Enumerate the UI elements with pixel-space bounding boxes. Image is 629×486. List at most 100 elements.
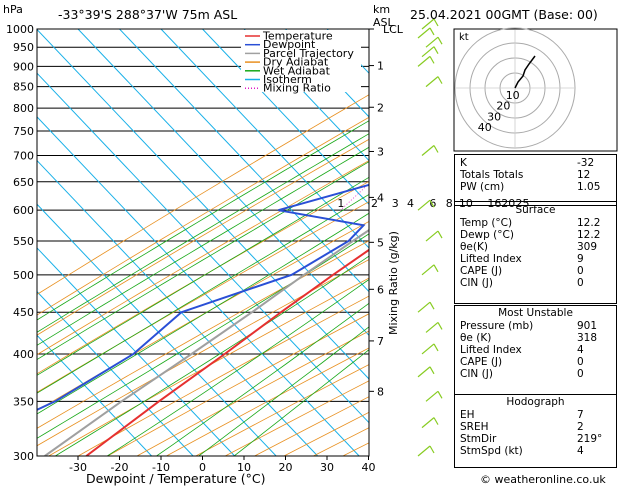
km-tick-label: 2: [377, 101, 384, 114]
legend-entry: Mixing Ratio: [263, 82, 331, 95]
temperature-line: [85, 248, 369, 456]
dry-adiabat: [37, 116, 369, 316]
stat-row: CAPE (J) 0: [455, 265, 616, 277]
pressure-tick-label: 750: [13, 125, 34, 138]
copyright: © weatheronline.co.uk: [480, 473, 606, 486]
pressure-tick-label: 400: [13, 348, 34, 361]
stat-row: StmSpd (kt) 4: [455, 445, 616, 457]
dry-adiabat: [37, 180, 369, 375]
hodograph-ring-label: 10: [506, 89, 520, 102]
wind-barb-flag: [437, 36, 443, 45]
km-tick-label: 6: [377, 283, 384, 296]
wet-adiabat: [37, 146, 369, 346]
legend-background: [241, 30, 361, 92]
wet-adiabat: [55, 255, 369, 456]
stat-value: 12.2: [577, 217, 601, 229]
stat-row: PW (cm) 1.05: [455, 181, 616, 193]
legend-entry: Dewpoint: [263, 38, 316, 51]
stat-value: 4: [577, 445, 584, 457]
pressure-tick-label: 800: [13, 102, 34, 115]
mixing-ratio-label: 3: [392, 197, 399, 210]
pressure-tick-label: 650: [13, 176, 34, 189]
x-tick-label: 0: [199, 461, 206, 474]
background-lines: [37, 29, 369, 456]
stat-value: 2: [577, 421, 584, 433]
isotherm: [160, 29, 369, 249]
mixing-ratio-label: 16: [487, 197, 501, 210]
mixing-ratio-label: 4: [407, 197, 414, 210]
dry-adiabat: [37, 94, 369, 295]
y-axis-label-right: Mixing Ratio (g/kg): [387, 231, 400, 335]
wind-barb-flag: [437, 391, 443, 399]
stat-key: CIN (J): [460, 368, 493, 380]
location-title: -33°39'S 288°37'W 75m ASL: [58, 7, 237, 22]
stat-key: Pressure (mb): [460, 320, 534, 332]
wind-barb: [417, 55, 431, 67]
most-unstable-panel: Most Unstable Pressure (mb) 901 θe (K) 318 L…: [454, 305, 617, 395]
stat-key: Totals Totals: [460, 169, 524, 181]
km-label: km: [373, 3, 390, 16]
wind-barb-flag: [437, 76, 443, 84]
stat-row: θe (K) 318: [455, 332, 616, 344]
stat-key: K: [460, 157, 467, 169]
wet-adiabat: [37, 212, 369, 415]
stat-row: CIN (J) 0: [455, 277, 616, 289]
pressure-tick-label: 850: [13, 81, 34, 94]
x-axis-label: Dewpoint / Temperature (°C): [86, 471, 265, 486]
stat-row: Temp (°C) 12.2: [455, 217, 616, 229]
dry-adiabat: [37, 221, 369, 411]
km-tick-label: LCL: [383, 23, 404, 36]
km-tick-label: 8: [377, 385, 384, 398]
dry-adiabat: [37, 240, 369, 429]
x-tick-label: 40: [362, 461, 376, 474]
pressure-tick-label: 700: [13, 149, 34, 162]
wind-barb: [425, 390, 439, 402]
mixing-ratio-label: 10: [459, 197, 473, 210]
surface-title: Surface: [515, 204, 556, 216]
hodograph-unit: kt: [459, 32, 469, 43]
hodograph-ring-label: 30: [487, 110, 501, 123]
dry-adiabat: [37, 160, 369, 356]
stat-key: PW (cm): [460, 181, 505, 193]
wind-barb: [421, 343, 435, 355]
stat-key: θe (K): [460, 332, 492, 344]
legend-entry: Wet Adiabat: [263, 64, 331, 77]
wind-barb-flag: [433, 46, 439, 54]
stat-value: 0: [577, 265, 584, 277]
most-unstable-title: Most Unstable: [498, 307, 573, 319]
isotherm: [37, 29, 369, 380]
pressure-tick-label: 900: [13, 60, 34, 73]
hodograph-stats-title: Hodograph: [506, 396, 565, 408]
x-tick-label: 20: [279, 461, 293, 474]
hpa-label: hPa: [3, 3, 23, 16]
axes: 1 2 3 4 6 8 10 16 20 2530035040045050055060065070…: [6, 23, 530, 474]
hodograph-frame: [453, 28, 618, 152]
wind-barbs: [417, 18, 443, 457]
km-tick-label: 7: [377, 335, 384, 348]
wind-barb-flag: [437, 322, 443, 330]
legend-entry: Parcel Trajectory: [263, 47, 354, 60]
surface-panel: Surface Temp (°C) 12.2 Dewp (°C) 12.2 θe(K) 3…: [454, 201, 617, 304]
stat-key: Lifted Index: [460, 253, 522, 265]
wet-adiabat: [37, 161, 369, 361]
stat-value: -32: [577, 157, 595, 169]
mixing-ratio-label: 6: [429, 197, 436, 210]
isotherm: [37, 247, 236, 456]
hodograph-ring-label: 20: [496, 100, 510, 113]
wind-barb-flag: [433, 145, 439, 153]
wind-barb: [425, 36, 439, 48]
isotherm: [37, 203, 277, 456]
wind-barb-flag: [429, 445, 435, 454]
wind-barb-flag: [433, 18, 439, 27]
isotherm: [243, 29, 369, 162]
stat-value: 309: [577, 241, 598, 253]
asl-label: ASL: [373, 16, 395, 29]
wet-adiabat: [198, 326, 369, 456]
stat-row: StmDir 219°: [455, 433, 616, 445]
stat-row: CAPE (J) 0: [455, 356, 616, 368]
stat-key: Temp (°C): [460, 217, 513, 229]
pressure-tick-label: 300: [13, 450, 34, 463]
stat-key: EH: [460, 409, 475, 421]
wind-barb: [417, 366, 431, 378]
